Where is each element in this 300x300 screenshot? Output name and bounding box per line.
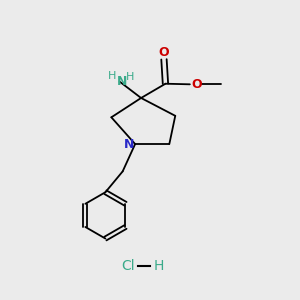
Text: H: H <box>154 259 164 273</box>
Text: N: N <box>123 138 134 151</box>
Text: O: O <box>159 46 169 59</box>
Text: H: H <box>126 72 135 82</box>
Text: H: H <box>108 71 117 81</box>
Text: O: O <box>191 78 202 91</box>
Text: N: N <box>117 75 127 88</box>
Text: Cl: Cl <box>121 259 134 273</box>
